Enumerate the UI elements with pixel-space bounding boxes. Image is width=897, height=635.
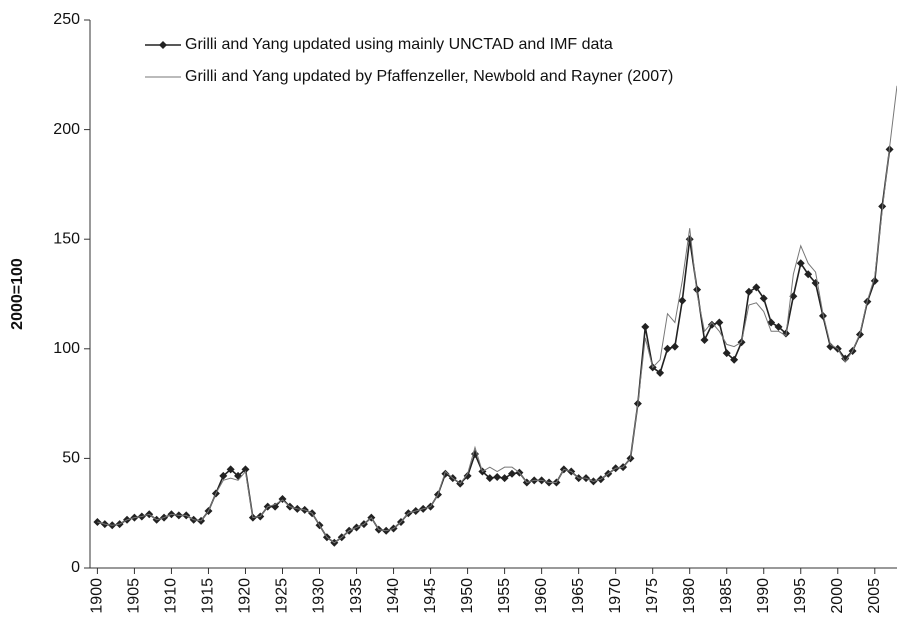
y-tick-label: 0	[71, 559, 80, 576]
data-point	[722, 349, 731, 358]
x-tick-label: 1940	[385, 578, 402, 614]
legend-label: Grilli and Yang updated using mainly UNC…	[185, 36, 613, 53]
data-point	[441, 469, 450, 478]
data-point	[219, 471, 228, 480]
x-tick-label: 1965	[570, 578, 587, 614]
y-tick-label: 150	[53, 230, 80, 247]
data-point	[493, 473, 502, 482]
data-point	[678, 296, 687, 305]
data-point	[508, 469, 517, 478]
data-point	[752, 283, 761, 292]
x-tick-label: 1935	[348, 578, 365, 614]
data-point	[715, 318, 724, 327]
data-point	[730, 355, 739, 364]
x-tick-label: 2000	[829, 578, 846, 614]
x-tick-label: 1970	[607, 578, 624, 614]
data-point	[656, 368, 665, 377]
y-axis-label: 2000=100	[9, 258, 26, 330]
data-point	[500, 474, 509, 483]
x-tick-label: 1975	[644, 578, 661, 614]
x-tick-label: 2005	[866, 578, 883, 614]
x-tick-label: 1985	[718, 578, 735, 614]
x-tick-label: 1925	[274, 578, 291, 614]
x-tick-label: 1960	[533, 578, 550, 614]
y-tick-label: 250	[53, 11, 80, 28]
series-line	[97, 149, 891, 544]
data-point	[826, 342, 835, 351]
data-point	[670, 342, 679, 351]
data-point	[818, 311, 827, 320]
data-point	[707, 320, 716, 329]
x-tick-label: 1930	[311, 578, 328, 614]
data-point	[878, 202, 887, 211]
x-tick-label: 1990	[755, 578, 772, 614]
x-tick-label: 1910	[163, 578, 180, 614]
data-point	[700, 336, 709, 345]
legend-marker	[159, 41, 167, 49]
data-point	[774, 322, 783, 331]
series-line	[97, 85, 897, 544]
data-point	[685, 235, 694, 244]
data-point	[804, 270, 813, 279]
y-tick-label: 100	[53, 340, 80, 357]
x-tick-label: 1920	[237, 578, 254, 614]
y-tick-label: 50	[62, 450, 80, 467]
x-tick-label: 1980	[681, 578, 698, 614]
data-point	[744, 287, 753, 296]
x-tick-label: 1900	[89, 578, 106, 614]
data-point	[241, 465, 250, 474]
data-point	[759, 294, 768, 303]
x-tick-label: 1950	[459, 578, 476, 614]
data-point	[463, 471, 472, 480]
data-point	[226, 465, 235, 474]
data-point	[641, 322, 650, 331]
data-point	[767, 318, 776, 327]
data-point	[796, 259, 805, 268]
data-point	[663, 344, 672, 353]
x-tick-label: 1915	[200, 578, 217, 614]
legend-label: Grilli and Yang updated by Pfaffenzeller…	[185, 68, 673, 85]
data-point	[485, 474, 494, 483]
x-tick-label: 1995	[792, 578, 809, 614]
x-tick-label: 1905	[126, 578, 143, 614]
data-point	[841, 354, 850, 363]
x-tick-label: 1945	[422, 578, 439, 614]
y-tick-label: 200	[53, 121, 80, 138]
x-tick-label: 1955	[496, 578, 513, 614]
